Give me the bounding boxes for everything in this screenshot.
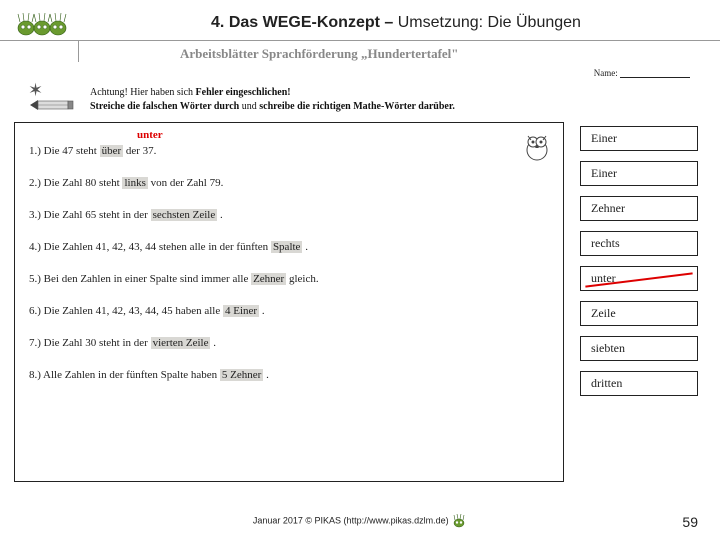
sentence-8: 8.) Alle Zahlen in der fünften Spalte ha… xyxy=(15,355,563,387)
instructions: Achtung! Hier haben sich Fehler eingesch… xyxy=(90,86,560,114)
sentence-1: 1.) Die 47 steht über der 37. xyxy=(15,123,563,163)
worksheet-title: Arbeitsblätter Sprachförderung „Hunderte… xyxy=(180,46,459,62)
title-rule-vert xyxy=(78,40,79,62)
title-suffix: Umsetzung: Die Übungen xyxy=(398,14,581,31)
slide-title: 4. Das WEGE-Konzept – Umsetzung: Die Übu… xyxy=(90,14,702,32)
side-box-4: unter xyxy=(580,266,698,291)
side-boxes: Einer Einer Zehner rechts unter Zeile si… xyxy=(580,126,698,406)
sentence-5: 5.) Bei den Zahlen in einer Spalte sind … xyxy=(15,259,563,291)
footer-monster-icon xyxy=(451,514,467,528)
title-rule xyxy=(0,40,720,41)
instr-2c: schreibe die richtigen Mathe-Wörter darü… xyxy=(259,101,455,112)
sentence-7: 7.) Die Zahl 30 steht in der vierten Zei… xyxy=(15,323,563,355)
instr-2a: Streiche die falschen Wörter durch xyxy=(90,101,239,112)
name-field: Name: xyxy=(594,68,690,78)
side-box-1: Einer xyxy=(580,161,698,186)
side-box-3: rechts xyxy=(580,231,698,256)
worksheet-box: unter 1.) Die 47 steht über der 37. 2.) … xyxy=(14,122,564,482)
name-label: Name: xyxy=(594,68,618,78)
sentence-2: 2.) Die Zahl 80 steht links von der Zahl… xyxy=(15,163,563,195)
sentence-6: 6.) Die Zahlen 41, 42, 43, 44, 45 haben … xyxy=(15,291,563,323)
side-box-7: dritten xyxy=(580,371,698,396)
title-prefix: 4. Das WEGE-Konzept – xyxy=(211,14,398,31)
slide: 4. Das WEGE-Konzept – Umsetzung: Die Übu… xyxy=(0,0,720,540)
instr-1b: Fehler eingeschlichen! xyxy=(196,87,291,98)
pencil-icon xyxy=(28,96,76,114)
side-box-5: Zeile xyxy=(580,301,698,326)
sentence-4: 4.) Die Zahlen 41, 42, 43, 44 stehen all… xyxy=(15,227,563,259)
instr-2b: und xyxy=(242,101,257,112)
page-number: 59 xyxy=(682,514,698,530)
side-box-6: siebten xyxy=(580,336,698,361)
name-underline xyxy=(620,77,690,78)
monster-logo xyxy=(14,8,70,38)
side-box-2: Zehner xyxy=(580,196,698,221)
sentence-3: 3.) Die Zahl 65 steht in der sechsten Ze… xyxy=(15,195,563,227)
side-box-0: Einer xyxy=(580,126,698,151)
instr-1a: Achtung! Hier haben sich xyxy=(90,87,196,98)
footer-text: Januar 2017 © PIKAS (http://www.pikas.dz… xyxy=(253,515,449,525)
footer: Januar 2017 © PIKAS (http://www.pikas.dz… xyxy=(0,514,720,528)
owl-icon xyxy=(519,128,555,162)
